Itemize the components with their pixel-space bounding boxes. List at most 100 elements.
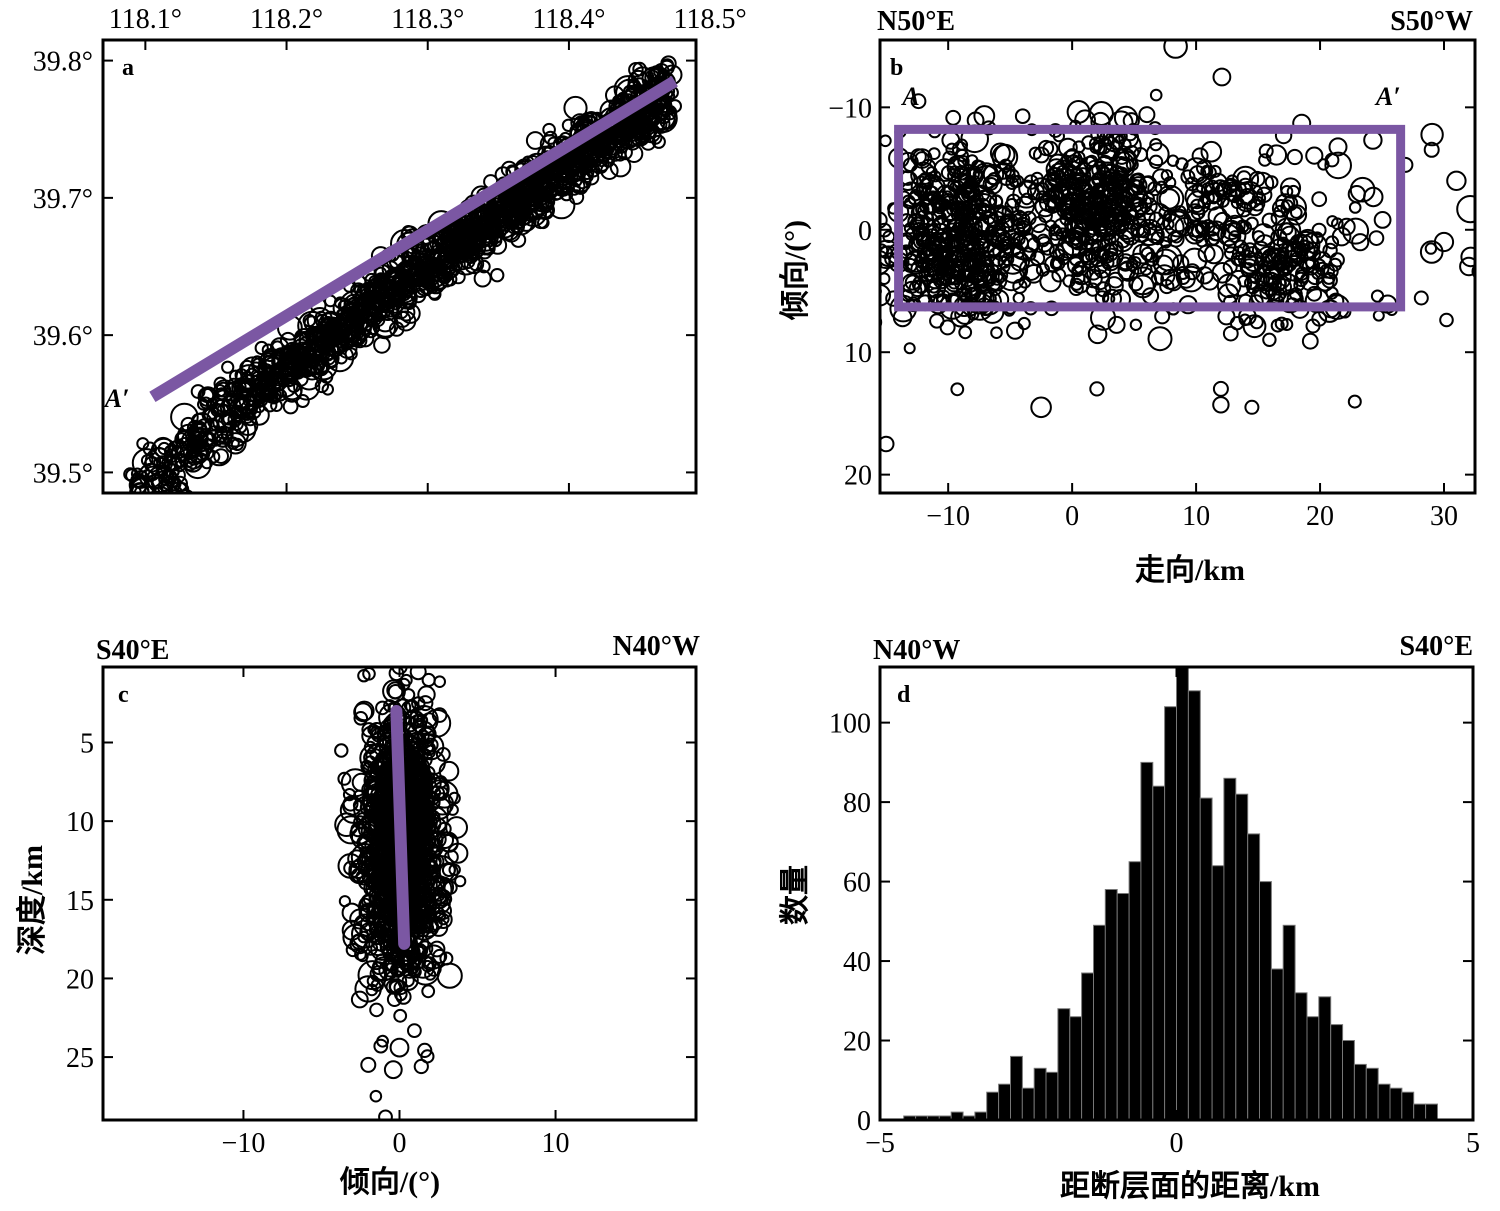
earthquake-marker	[1014, 195, 1036, 217]
earthquake-marker	[1420, 122, 1444, 147]
earthquake-marker	[1163, 208, 1192, 238]
histogram-bar	[998, 1083, 1011, 1121]
earthquake-marker	[229, 405, 244, 420]
earthquake-marker	[1116, 234, 1131, 249]
panel-d-x-label: 距断层面的距离/km	[1060, 1170, 1320, 1203]
earthquake-marker	[354, 700, 375, 722]
panel-b-frame	[878, 38, 1477, 495]
earthquake-marker	[383, 957, 397, 971]
earthquake-marker	[934, 197, 948, 211]
x-tick-label: 118.4°	[532, 4, 605, 35]
earthquake-marker	[309, 352, 338, 381]
earthquake-marker	[1261, 212, 1278, 229]
earthquake-marker	[356, 834, 374, 852]
histogram-bar	[1413, 1103, 1427, 1121]
earthquake-marker	[1244, 399, 1260, 415]
earthquake-marker	[1047, 197, 1063, 213]
histogram-bar	[1401, 1091, 1415, 1121]
histogram-bar	[1081, 972, 1094, 1121]
earthquake-marker	[1111, 147, 1138, 174]
histogram-bar	[1294, 992, 1308, 1121]
histogram-bar	[1104, 889, 1118, 1121]
earthquake-marker	[1104, 276, 1124, 296]
earthquake-marker	[413, 1058, 429, 1075]
histogram-bar	[1425, 1103, 1438, 1121]
earthquake-marker	[631, 66, 655, 90]
earthquake-marker	[1471, 264, 1475, 279]
earthquake-marker	[1256, 186, 1273, 204]
histogram-bar	[1270, 968, 1284, 1121]
earthquake-marker	[960, 230, 980, 250]
panel-b-x-axis: −10 0 10 20 30	[926, 40, 1458, 532]
earthquake-marker	[394, 949, 412, 967]
earthquake-marker	[378, 1109, 393, 1120]
earthquake-marker	[1061, 178, 1083, 201]
earthquake-marker	[1203, 244, 1224, 265]
earthquake-marker	[426, 276, 445, 295]
earthquake-marker	[628, 62, 644, 78]
panel-c-y-axis: 5 10 15 20 25	[66, 729, 696, 1074]
earthquake-marker	[1087, 324, 1108, 345]
earthquake-marker	[407, 1023, 422, 1038]
earthquake-marker	[1347, 394, 1362, 409]
panel-c-corner-right: N40°W	[613, 631, 700, 662]
profile-endpoint-label: A′	[103, 384, 130, 413]
earthquake-marker	[981, 268, 997, 284]
earthquake-marker	[914, 151, 930, 167]
panel-c-letter: c	[118, 682, 129, 708]
earthquake-marker	[320, 318, 335, 333]
earthquake-marker	[1225, 269, 1253, 297]
earthquake-marker	[1456, 195, 1475, 224]
x-tick-label: 118.1°	[109, 4, 182, 35]
panel-d-letter: d	[897, 682, 911, 708]
earthquake-marker	[904, 250, 929, 275]
earthquake-marker	[437, 912, 450, 926]
earthquake-marker	[347, 849, 367, 869]
earthquake-marker	[377, 765, 407, 795]
earthquake-marker	[1095, 281, 1112, 298]
earthquake-marker	[1321, 272, 1338, 289]
earthquake-marker	[1150, 231, 1165, 246]
earthquake-marker	[393, 980, 409, 996]
earthquake-marker	[1349, 176, 1376, 203]
earthquake-marker	[1029, 250, 1046, 266]
earthquake-marker	[362, 793, 376, 807]
earthquake-marker	[903, 342, 916, 355]
histogram-bar	[1318, 996, 1332, 1121]
earthquake-marker	[1195, 159, 1213, 177]
panel-d-corner-left: N40°W	[873, 635, 960, 666]
earthquake-marker	[926, 190, 940, 204]
earthquake-marker	[1004, 168, 1020, 184]
panel-d-bars	[903, 666, 1438, 1121]
earthquake-marker	[1324, 151, 1352, 180]
histogram-bar	[1033, 1067, 1047, 1121]
earthquake-marker	[1279, 225, 1301, 247]
earthquake-marker	[940, 259, 961, 279]
earthquake-marker	[1212, 179, 1229, 196]
earthquake-marker	[1158, 188, 1181, 210]
histogram-bar	[1211, 865, 1225, 1121]
y-tick-label: −10	[828, 93, 872, 124]
y-tick-label: 39.6°	[33, 321, 93, 352]
earthquake-marker	[1276, 236, 1290, 250]
earthquake-marker	[417, 695, 434, 712]
y-tick-label: 80	[843, 788, 871, 819]
earthquake-marker	[473, 269, 492, 288]
earthquake-marker	[388, 667, 405, 682]
y-tick-label: 39.8°	[33, 47, 93, 78]
earthquake-marker	[397, 677, 411, 691]
earthquake-marker	[420, 795, 436, 810]
earthquake-marker	[1216, 273, 1242, 299]
earthquake-marker	[354, 975, 382, 1003]
earthquake-marker	[1117, 260, 1140, 282]
earthquake-marker	[1175, 270, 1191, 285]
earthquake-marker	[559, 187, 574, 202]
x-tick-label: 118.2°	[250, 4, 323, 35]
histogram-bar	[1010, 1055, 1023, 1121]
x-tick-label: 118.3°	[391, 4, 464, 35]
earthquake-marker	[962, 216, 983, 237]
panel-c-fault-line	[390, 705, 411, 950]
earthquake-marker	[417, 685, 436, 704]
